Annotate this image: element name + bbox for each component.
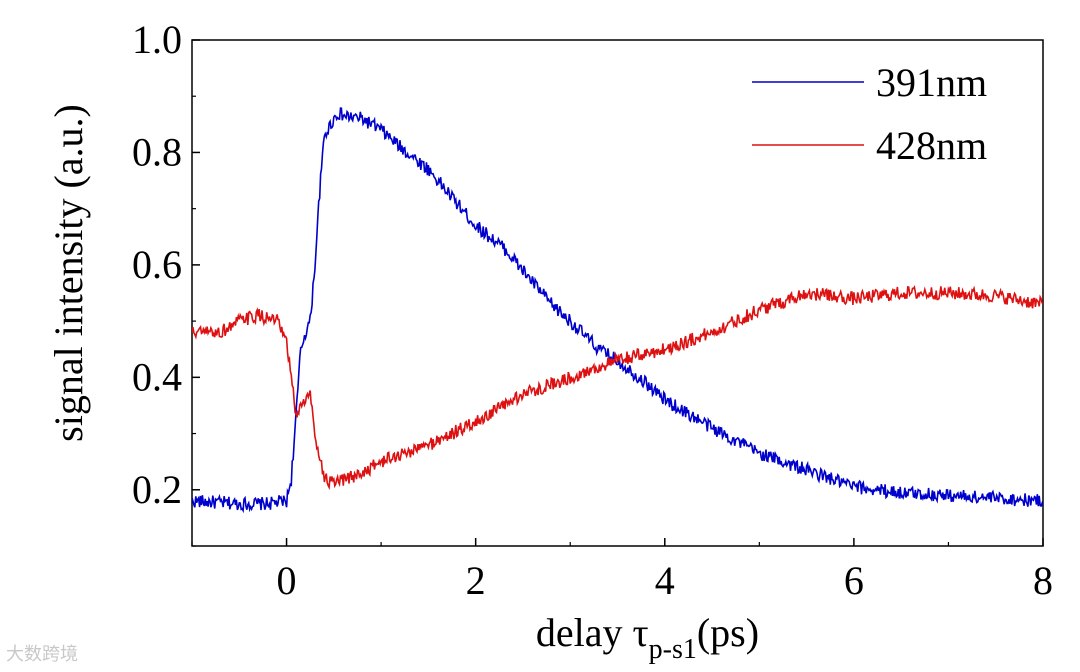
- y-tick-label: 0.4: [132, 354, 182, 399]
- x-tick-label: 4: [655, 558, 675, 603]
- x-tick-label: 8: [1033, 558, 1053, 603]
- x-axis-title: delay τp-s1(ps): [536, 610, 759, 665]
- y-tick-label: 1.0: [132, 17, 182, 62]
- axis-layer: 0.2 0.4 0.6 0.8 1.0 0 2 4 6 8 delay τp-s1(ps) signa…: [46, 17, 1053, 665]
- y-tick-label: 0.6: [132, 242, 182, 287]
- x-tick-label: 0: [277, 558, 297, 603]
- plot-frame: [191, 39, 1044, 547]
- legend-label-428nm: 428nm: [876, 123, 987, 168]
- series-line-428nm: [192, 285, 1043, 491]
- x-tick-label: 6: [844, 558, 864, 603]
- legend-label-391nm: 391nm: [876, 60, 987, 105]
- y-tick-label: 0.2: [132, 467, 182, 512]
- legend: 391nm 428nm: [752, 60, 987, 168]
- x-tick-label: 2: [466, 558, 486, 603]
- series-layer: [192, 107, 1043, 514]
- plot-area: [191, 39, 1044, 547]
- watermark: 大数跨境: [6, 644, 78, 665]
- series-line-391nm: [192, 107, 1043, 514]
- y-axis-title: signal intensity (a.u.): [46, 104, 91, 442]
- y-tick-label: 0.8: [132, 129, 182, 174]
